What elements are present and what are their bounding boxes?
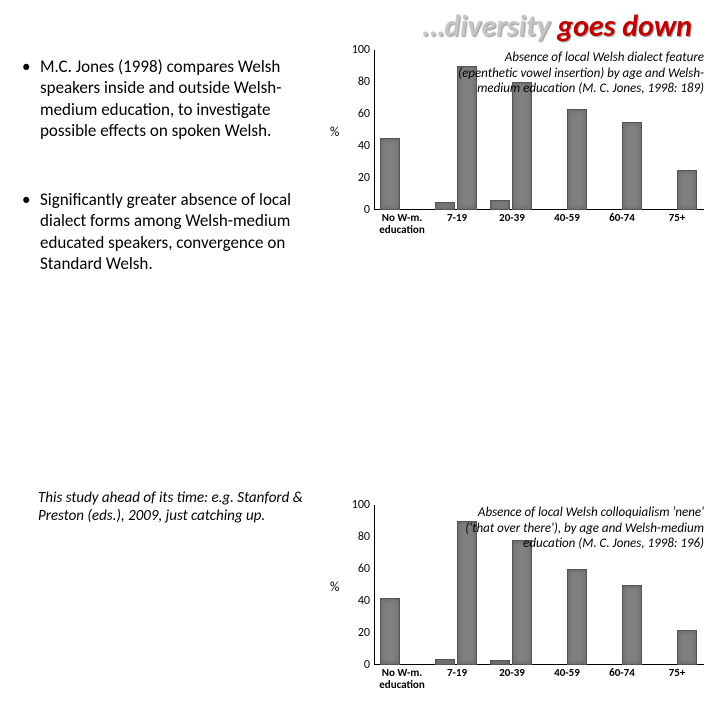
y-axis-label: % bbox=[330, 580, 339, 595]
y-axis-line bbox=[374, 505, 375, 665]
x-label: No W-m. education bbox=[376, 212, 428, 236]
y-tick: 100 bbox=[352, 498, 370, 512]
x-label: 75+ bbox=[651, 667, 703, 679]
x-label: 20-39 bbox=[486, 667, 538, 679]
x-label: 60-74 bbox=[596, 667, 648, 679]
bar-series-b bbox=[512, 540, 532, 665]
y-tick: 60 bbox=[358, 562, 370, 576]
y-axis: 020406080100% bbox=[336, 50, 374, 210]
chart-1: Absence of local Welsh dialect feature (… bbox=[336, 50, 708, 270]
y-tick: 20 bbox=[358, 626, 370, 640]
bullet-1: M.C. Jones (1998) compares Welsh speaker… bbox=[22, 56, 322, 141]
y-tick: 0 bbox=[364, 203, 370, 217]
chart-title: Absence of local Welsh dialect feature (… bbox=[448, 50, 704, 97]
chart-title: Absence of local Welsh colloquialism 'ne… bbox=[448, 505, 704, 552]
bar-series-b bbox=[622, 122, 642, 210]
title-suffix: goes down bbox=[557, 8, 692, 45]
chart-2: Absence of local Welsh colloquialism 'ne… bbox=[336, 505, 708, 725]
y-tick: 40 bbox=[358, 139, 370, 153]
y-tick: 20 bbox=[358, 171, 370, 185]
bar-series-a bbox=[435, 659, 455, 665]
x-label: 7-19 bbox=[431, 212, 483, 224]
bullet-2: Significantly greater absence of local d… bbox=[22, 189, 322, 274]
y-axis-line bbox=[374, 50, 375, 210]
bar-series-b bbox=[622, 585, 642, 665]
bar-series-b bbox=[567, 109, 587, 210]
charts-area: Absence of local Welsh dialect feature (… bbox=[336, 50, 708, 490]
y-tick: 0 bbox=[364, 658, 370, 672]
x-label: No W-m. education bbox=[376, 667, 428, 691]
x-label: 20-39 bbox=[486, 212, 538, 224]
x-label: 60-74 bbox=[596, 212, 648, 224]
y-tick: 60 bbox=[358, 107, 370, 121]
y-tick: 40 bbox=[358, 594, 370, 608]
y-tick: 80 bbox=[358, 75, 370, 89]
x-label: 40-59 bbox=[541, 667, 593, 679]
bar-series-a bbox=[380, 598, 400, 665]
bar-series-b bbox=[512, 82, 532, 210]
title-prefix: …diversity bbox=[423, 8, 557, 45]
x-label: 75+ bbox=[651, 212, 703, 224]
y-axis: 020406080100% bbox=[336, 505, 374, 665]
bar-series-b bbox=[567, 569, 587, 665]
bar-series-a bbox=[490, 660, 510, 665]
x-axis-line bbox=[374, 209, 704, 210]
x-label: 40-59 bbox=[541, 212, 593, 224]
left-column: M.C. Jones (1998) compares Welsh speaker… bbox=[22, 56, 322, 300]
bar-series-b bbox=[677, 170, 697, 210]
y-tick: 80 bbox=[358, 530, 370, 544]
footnote: This study ahead of its time: e.g. Stanf… bbox=[38, 489, 318, 527]
bar-series-a bbox=[490, 200, 510, 210]
bar-series-a bbox=[380, 138, 400, 210]
bar-series-b bbox=[677, 630, 697, 665]
x-label: 7-19 bbox=[431, 667, 483, 679]
y-axis-label: % bbox=[330, 125, 339, 140]
slide-title: …diversity goes down bbox=[423, 8, 692, 45]
bar-series-a bbox=[435, 202, 455, 210]
x-axis-line bbox=[374, 664, 704, 665]
y-tick: 100 bbox=[352, 43, 370, 57]
